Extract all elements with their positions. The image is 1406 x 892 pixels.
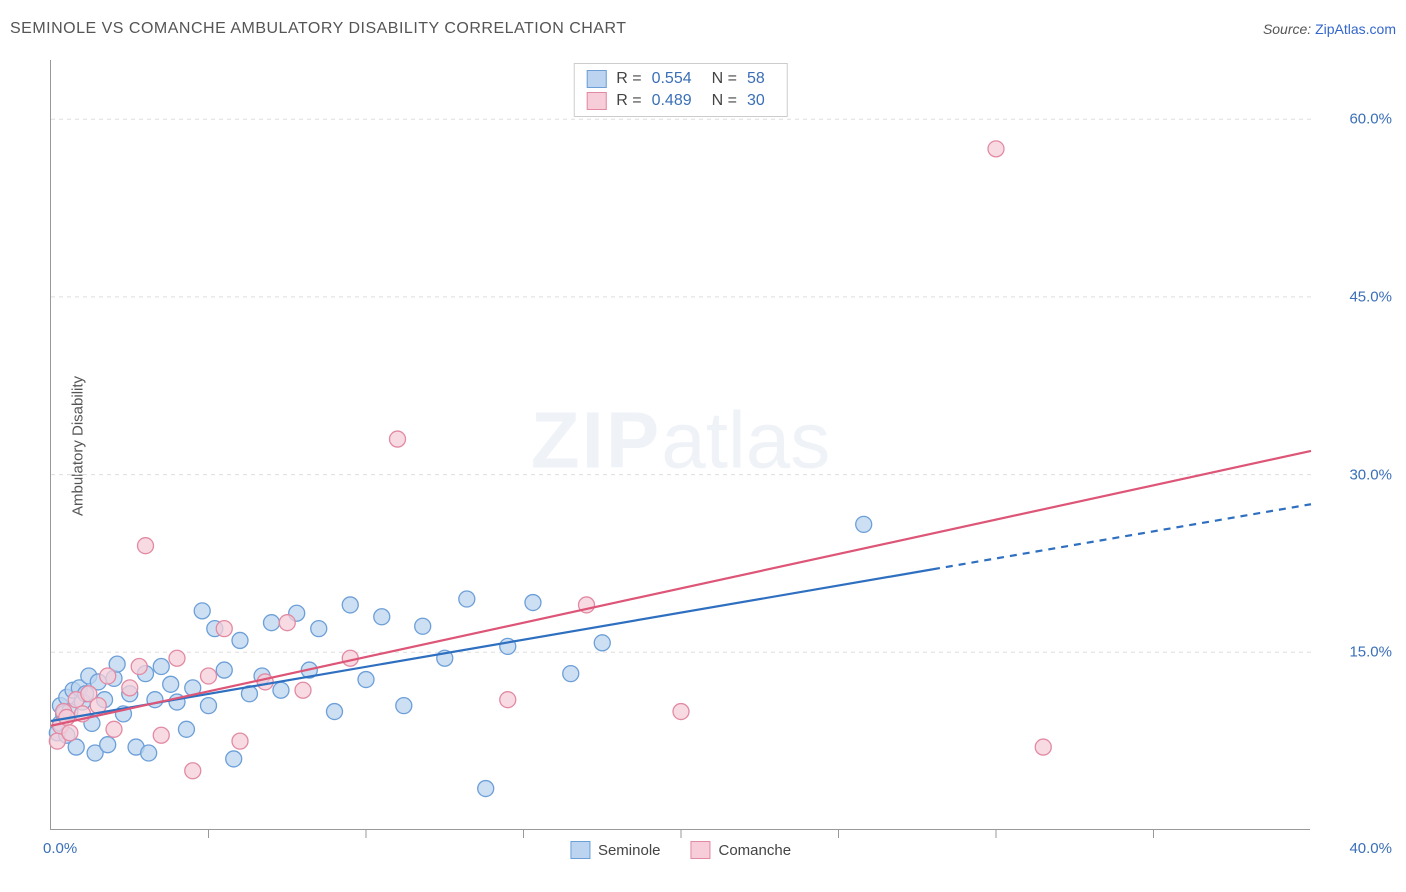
correlation-legend: R =0.554N =58R =0.489N =30 [573, 63, 788, 117]
chart-header: SEMINOLE VS COMANCHE AMBULATORY DISABILI… [10, 20, 1396, 38]
rlegend-row: R =0.489N =30 [586, 90, 775, 112]
legend-swatch [586, 70, 606, 88]
chart-source: Source: ZipAtlas.com [1263, 21, 1396, 37]
rlegend-row: R =0.554N =58 [586, 68, 775, 90]
legend-item: Comanche [691, 841, 792, 859]
y-tick-label: 15.0% [1349, 644, 1392, 661]
legend-swatch [570, 841, 590, 859]
legend-swatch [691, 841, 711, 859]
chart-title: SEMINOLE VS COMANCHE AMBULATORY DISABILI… [10, 20, 627, 38]
chart-svg [51, 60, 1310, 829]
x-origin-tick: 0.0% [43, 840, 77, 857]
series-legend: Seminole Comanche [570, 841, 791, 859]
source-link[interactable]: ZipAtlas.com [1315, 21, 1396, 37]
source-prefix: Source: [1263, 21, 1315, 37]
legend-item: Seminole [570, 841, 661, 859]
y-tick-label: 45.0% [1349, 288, 1392, 305]
y-tick-label: 30.0% [1349, 466, 1392, 483]
y-tick-label: 60.0% [1349, 111, 1392, 128]
plot-area: ZIPatlas R =0.554N =58R =0.489N =30 0.0%… [50, 60, 1310, 830]
legend-swatch [586, 92, 606, 110]
x-max-tick: 40.0% [1349, 840, 1392, 857]
